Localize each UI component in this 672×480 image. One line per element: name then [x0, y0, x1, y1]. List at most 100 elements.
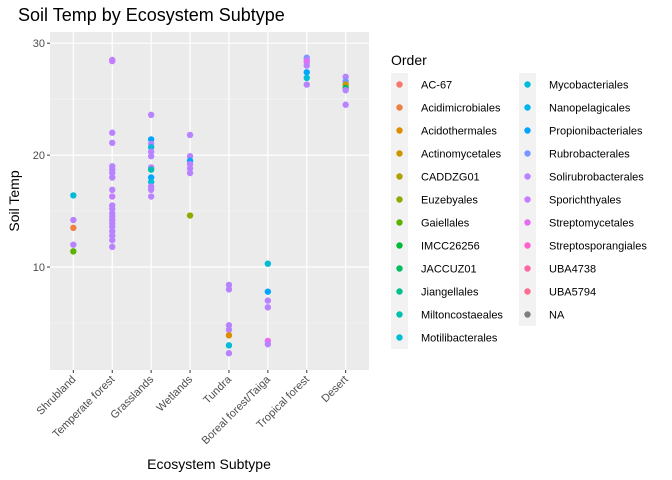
data-point: [147, 186, 155, 194]
data-point: [109, 232, 116, 239]
legend-key-background: [391, 73, 408, 349]
legend-label: UBA4738: [549, 264, 596, 276]
data-point: [70, 224, 77, 232]
legend-key: [396, 242, 403, 249]
legend-label: Rubrobacterales: [549, 149, 630, 161]
data-point: [342, 86, 349, 94]
data-point: [186, 153, 194, 160]
legend-label: AC-67: [421, 80, 452, 92]
legend-label: CADDZG01: [421, 172, 480, 184]
legend-key: [396, 173, 403, 180]
y-axis-ticks: 10 20 30: [33, 38, 50, 274]
data-point: [70, 248, 77, 255]
legend-label: Miltoncostaeales: [421, 310, 503, 322]
legend-key: [396, 196, 403, 203]
legend-key: [524, 81, 531, 88]
legend-label: Propionibacteriales: [549, 126, 643, 138]
legend-title: Order: [391, 52, 427, 68]
legend-key: [396, 104, 403, 111]
data-point: [186, 131, 194, 139]
legend-key: [396, 150, 403, 157]
y-tick-label: 10: [33, 262, 45, 274]
data-point: [225, 332, 233, 339]
data-point: [303, 69, 310, 76]
data-point: [147, 136, 155, 143]
legend-label: Sporichthyales: [549, 195, 622, 207]
legend-key: [524, 242, 531, 249]
legend-key: [396, 288, 403, 295]
legend-label: Euzebyales: [421, 195, 478, 207]
legend-label: Motilibacterales: [421, 333, 498, 345]
data-point: [147, 144, 155, 151]
data-point: [109, 193, 116, 200]
data-point: [225, 350, 233, 357]
legend-label: IMCC26256: [421, 241, 480, 253]
legend-key: [524, 173, 531, 180]
data-point: [147, 178, 155, 186]
legend-key: [396, 334, 403, 341]
legend-label: Gaiellales: [421, 218, 470, 230]
y-axis-title: Soil Temp: [6, 170, 22, 231]
data-point: [264, 260, 272, 267]
data-point: [225, 342, 233, 349]
data-point: [109, 243, 116, 251]
legend-key: [396, 311, 403, 318]
legend-label: UBA5794: [549, 287, 596, 299]
data-point: [225, 322, 233, 329]
legend-label: Actinomycetales: [421, 149, 502, 161]
legend-key: [524, 311, 531, 318]
data-point: [109, 236, 116, 244]
legend-key: [524, 150, 531, 157]
data-point: [109, 228, 116, 235]
legend-label: Solirubrobacterales: [549, 172, 644, 184]
legend-key: [524, 288, 531, 295]
data-point: [109, 186, 116, 194]
data-point: [109, 223, 116, 230]
data-point: [186, 165, 194, 172]
data-point: [264, 341, 272, 348]
data-point: [342, 73, 349, 80]
legend-label: Streptomycetales: [549, 218, 634, 230]
legend-label: Acidothermales: [421, 126, 497, 138]
data-point: [186, 212, 194, 219]
data-point: [147, 174, 155, 181]
legend-key: [524, 265, 531, 272]
legend-key: [396, 127, 403, 134]
legend-label: Streptosporangiales: [549, 241, 647, 253]
legend-label: Acidimicrobiales: [421, 103, 501, 115]
legend-key: [396, 219, 403, 226]
data-point: [109, 129, 116, 136]
legend-label: Mycobacteriales: [549, 80, 629, 92]
data-point: [147, 166, 155, 173]
data-point: [70, 192, 77, 199]
legend-label: NA: [549, 310, 565, 322]
data-point: [303, 81, 310, 88]
legend-key: [396, 81, 403, 88]
data-point: [264, 297, 272, 304]
data-point: [109, 57, 116, 65]
legend-key: [524, 104, 531, 111]
x-tick-label: Boreal forest/Taiga: [200, 373, 274, 447]
plot-panel: [50, 32, 369, 370]
chart-title: Soil Temp by Ecosystem Subtype: [18, 5, 285, 25]
data-point: [264, 304, 272, 311]
data-point: [109, 169, 116, 177]
data-point: [342, 101, 349, 108]
legend-label: Jiangellales: [421, 287, 479, 299]
legend-key: [524, 219, 531, 226]
data-point: [109, 139, 116, 147]
x-axis-title: Ecosystem Subtype: [147, 456, 271, 472]
data-point: [303, 74, 310, 82]
legend-label: Nanopelagicales: [549, 103, 631, 115]
data-point: [109, 174, 116, 181]
data-point: [186, 169, 194, 177]
legend-key: [396, 265, 403, 272]
legend-label: JACCUZ01: [421, 264, 477, 276]
grid-lines: [50, 32, 369, 370]
data-point: [264, 288, 272, 295]
data-point: [303, 62, 310, 69]
x-tick-label: Tundra: [201, 373, 234, 406]
data-point: [70, 216, 77, 224]
legend-key: [524, 196, 531, 203]
y-tick-label: 20: [33, 150, 45, 162]
